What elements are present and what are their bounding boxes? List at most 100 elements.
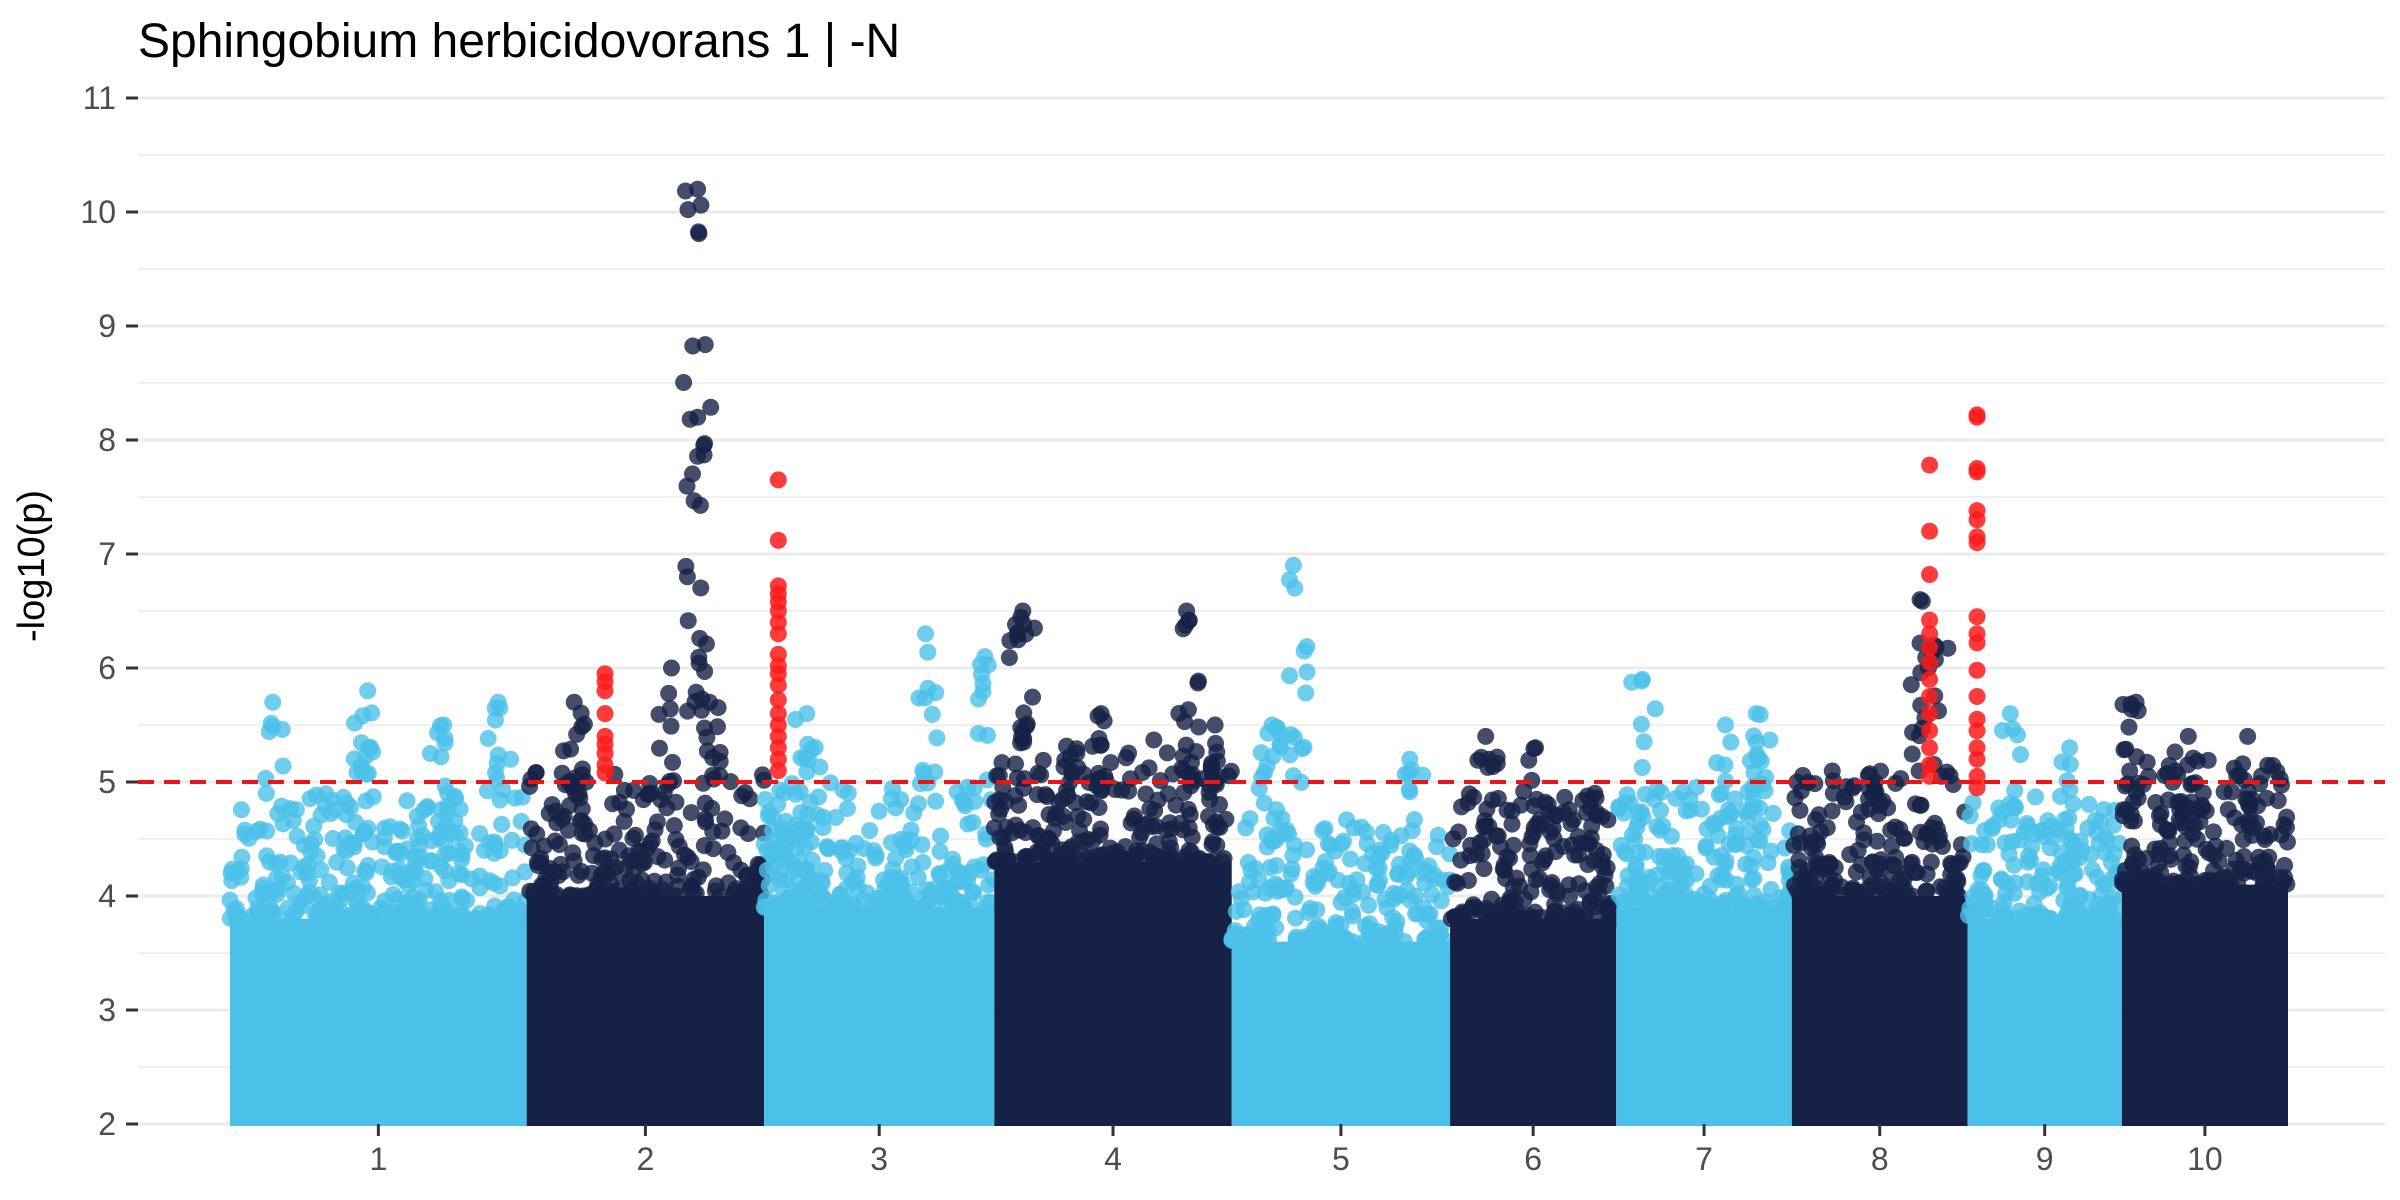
data-point (1764, 804, 1782, 822)
data-point (1460, 785, 1478, 803)
data-point (1535, 851, 1553, 869)
data-point (690, 225, 708, 243)
chromosome-band (230, 918, 527, 1126)
data-point (1870, 883, 1888, 901)
data-point (1459, 872, 1477, 890)
data-point (395, 871, 413, 889)
data-point (1794, 766, 1812, 784)
data-point (1978, 836, 1996, 854)
data-point (232, 801, 250, 819)
data-point (1762, 842, 1780, 860)
data-point (1923, 835, 1941, 853)
data-point (678, 568, 696, 586)
data-point (1994, 722, 2012, 740)
peak-point (2061, 739, 2079, 757)
data-point (1917, 882, 1935, 900)
data-point (355, 906, 373, 924)
data-point (1868, 832, 1886, 850)
data-point (1281, 667, 1299, 685)
data-point (1068, 740, 1086, 758)
data-point (2026, 788, 2044, 806)
data-point (993, 754, 1011, 772)
data-point (696, 336, 714, 354)
data-point (787, 785, 805, 803)
data-point (324, 830, 342, 848)
data-point (1356, 932, 1374, 950)
data-point (1793, 887, 1811, 905)
data-point (1382, 927, 1400, 945)
data-point (2122, 805, 2140, 823)
data-point (610, 841, 628, 859)
data-point (2196, 871, 2214, 889)
data-point (741, 790, 759, 808)
data-point (312, 806, 330, 824)
data-point (980, 876, 998, 894)
data-point (2278, 818, 2296, 836)
significant-point (1921, 670, 1939, 688)
data-point (2260, 848, 2278, 866)
data-point (1453, 903, 1471, 921)
data-point (640, 785, 658, 803)
significant-point (1968, 534, 1986, 552)
data-point (430, 829, 448, 847)
data-point (1015, 616, 1033, 634)
y-tick-label: 4 (98, 878, 116, 914)
significant-point (596, 764, 614, 782)
y-axis: 2 3 4 5 6 7 8 9 10 11 (80, 80, 138, 1142)
data-point (1382, 832, 1400, 850)
data-point (545, 887, 563, 905)
chromosome-band (1791, 896, 1968, 1126)
data-point (1078, 793, 1096, 811)
data-point (479, 730, 497, 748)
data-point (708, 718, 726, 736)
peak-point (689, 408, 707, 426)
data-point (1043, 852, 1061, 870)
data-point (1852, 803, 1870, 821)
data-point (454, 908, 472, 926)
data-point (1267, 857, 1285, 875)
significant-point (1921, 522, 1939, 540)
data-point (2235, 864, 2253, 882)
data-point (1749, 896, 1767, 914)
data-point (624, 829, 642, 847)
data-point (2120, 718, 2138, 736)
data-point (974, 675, 992, 693)
data-point (696, 794, 714, 812)
data-point (1017, 823, 1035, 841)
data-point (1964, 794, 1982, 812)
data-point (1029, 764, 1047, 782)
data-point (1116, 838, 1134, 856)
data-point (1421, 905, 1439, 923)
data-point (264, 718, 282, 736)
data-point (1847, 863, 1865, 881)
data-point (2193, 796, 2211, 814)
peak-point (435, 716, 453, 734)
data-point (664, 753, 682, 771)
data-point (345, 750, 363, 768)
data-point (573, 812, 591, 830)
data-point (931, 866, 949, 884)
data-point (1818, 819, 1836, 837)
data-point (1307, 933, 1325, 951)
data-point (1416, 930, 1434, 948)
data-point (713, 822, 731, 840)
significant-point (1921, 722, 1939, 740)
data-point (2225, 759, 2243, 777)
data-point (2268, 763, 2286, 781)
data-point (1743, 871, 1761, 889)
data-point (1478, 909, 1496, 927)
data-point (2269, 792, 2287, 810)
data-point (447, 789, 465, 807)
data-point (1251, 920, 1269, 938)
data-point (959, 815, 977, 833)
data-point (503, 831, 521, 849)
data-point (2235, 771, 2253, 789)
data-point (471, 825, 489, 843)
chromosome-band (526, 896, 765, 1126)
data-point (567, 786, 585, 804)
data-point (1588, 897, 1606, 915)
data-point (2234, 831, 2252, 849)
data-point (1612, 837, 1630, 855)
data-point (1120, 744, 1138, 762)
data-point (301, 790, 319, 808)
